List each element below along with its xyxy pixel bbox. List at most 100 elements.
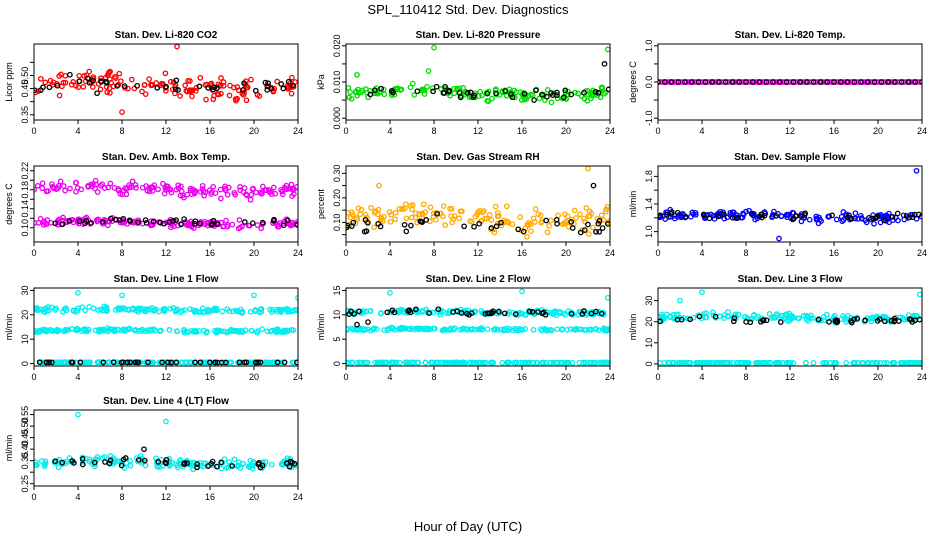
data-point xyxy=(437,210,444,217)
data-point xyxy=(93,181,99,188)
y-axis-label: ml/min xyxy=(628,191,638,218)
data-point xyxy=(290,82,296,89)
data-point xyxy=(185,329,191,335)
data-point xyxy=(544,327,550,334)
data-point xyxy=(525,93,532,99)
data-point xyxy=(491,229,498,236)
data-point xyxy=(706,215,713,222)
data-point xyxy=(146,76,152,82)
data-point xyxy=(202,82,209,88)
data-point xyxy=(599,225,606,231)
y-tick-label: 0.010 xyxy=(332,71,342,94)
data-point xyxy=(532,206,539,212)
data-point xyxy=(194,461,201,467)
data-point xyxy=(489,359,496,366)
data-point xyxy=(111,185,118,191)
data-point xyxy=(142,217,149,223)
data-point xyxy=(135,328,141,335)
data-point xyxy=(71,460,77,466)
data-point xyxy=(588,327,594,333)
data-point xyxy=(457,94,464,101)
data-point xyxy=(187,306,193,312)
data-point xyxy=(214,463,220,470)
x-tick-label: 4 xyxy=(387,372,392,382)
data-point xyxy=(258,308,265,315)
data-point xyxy=(476,220,483,227)
x-tick-label: 24 xyxy=(293,248,303,258)
y-tick-label: 10 xyxy=(332,310,342,320)
x-tick-label: 16 xyxy=(517,248,527,258)
data-point xyxy=(360,359,367,366)
data-point xyxy=(553,359,559,366)
data-point xyxy=(177,309,184,316)
data-point xyxy=(658,318,663,325)
data-point xyxy=(128,76,135,83)
data-point xyxy=(354,359,361,366)
data-point xyxy=(86,456,93,463)
data-point xyxy=(526,308,533,315)
data-point xyxy=(104,89,111,96)
data-point xyxy=(229,463,236,469)
x-tick-label: 12 xyxy=(785,126,795,136)
x-tick-label: 20 xyxy=(249,248,259,258)
data-point xyxy=(488,225,495,231)
data-point xyxy=(62,187,68,194)
data-point xyxy=(82,220,88,227)
data-point xyxy=(294,359,298,366)
data-point xyxy=(720,359,727,366)
data-point xyxy=(105,326,112,333)
data-point xyxy=(214,91,221,97)
data-point xyxy=(428,359,434,366)
data-point xyxy=(585,221,591,228)
data-point xyxy=(120,187,127,194)
data-point xyxy=(251,292,257,299)
data-point xyxy=(291,461,298,467)
y-tick-label: 1.8 xyxy=(644,170,654,183)
data-point xyxy=(393,359,400,366)
data-point xyxy=(912,317,918,324)
data-point xyxy=(182,82,188,89)
data-point xyxy=(118,78,124,85)
data-point xyxy=(172,307,179,314)
x-tick-label: 20 xyxy=(873,372,883,382)
data-point xyxy=(664,211,670,218)
y-tick-label: 20 xyxy=(20,310,30,320)
data-point xyxy=(250,185,256,192)
data-point xyxy=(284,457,291,464)
data-point xyxy=(913,359,920,366)
data-point xyxy=(122,455,129,461)
data-point xyxy=(486,212,493,218)
data-point xyxy=(504,359,510,366)
data-point xyxy=(52,458,59,465)
data-point xyxy=(148,327,154,334)
x-tick-label: 20 xyxy=(873,126,883,136)
data-point xyxy=(450,216,457,222)
data-point xyxy=(903,213,910,219)
data-point xyxy=(376,182,382,189)
data-point xyxy=(346,327,350,333)
data-point xyxy=(350,219,357,226)
data-point xyxy=(74,327,81,333)
panel-grid: Stan. Dev. Li-820 CO2 0 4 8 12 16 20 24 0.35 0.45… xyxy=(4,30,927,502)
data-point xyxy=(435,359,441,366)
data-point xyxy=(88,220,95,226)
data-point xyxy=(735,360,742,366)
data-point xyxy=(237,184,243,190)
data-point xyxy=(445,88,452,95)
data-point xyxy=(294,461,298,467)
data-point xyxy=(106,69,112,76)
data-point xyxy=(816,216,823,223)
data-point xyxy=(55,464,62,471)
data-point xyxy=(412,214,419,221)
data-point xyxy=(571,207,578,214)
panel-points xyxy=(34,411,298,473)
data-point xyxy=(103,80,110,86)
data-point xyxy=(756,79,763,85)
data-point xyxy=(555,212,562,219)
data-point xyxy=(66,359,73,366)
data-point xyxy=(145,359,151,366)
data-point xyxy=(416,326,423,333)
data-point xyxy=(148,81,154,88)
data-point xyxy=(240,189,247,195)
data-point xyxy=(289,193,295,199)
